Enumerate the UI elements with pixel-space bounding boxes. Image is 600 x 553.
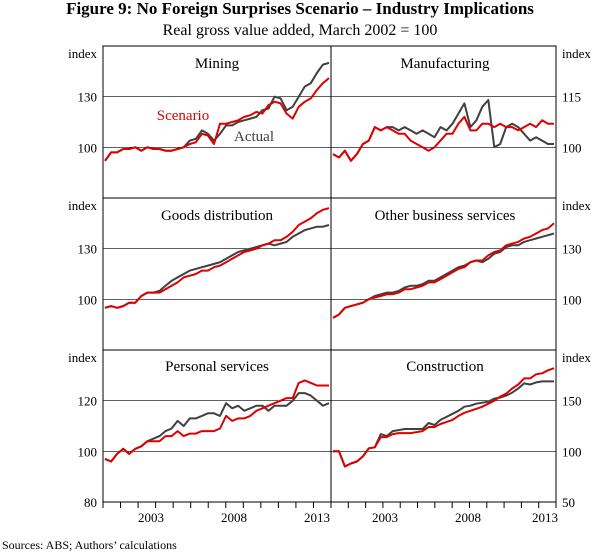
x-tick-label-2013-right: 2013: [532, 510, 558, 525]
series-line-actual: [332, 232, 555, 319]
unit-label: index: [68, 350, 97, 365]
unit-label: index: [68, 46, 97, 61]
series-line-actual: [332, 99, 554, 162]
unit-label: index: [68, 198, 97, 213]
panel-title: Mining: [195, 56, 240, 72]
y-tick-label: 100: [562, 292, 582, 307]
y-tick-label: 120: [78, 394, 98, 409]
x-tick-label-2003: 2003: [138, 510, 164, 525]
panel-other-business-services: 100 130 index Other business services: [331, 198, 591, 319]
series-line-scenario: [104, 207, 330, 309]
panel-manufacturing: 100 115 index Manufacturing: [331, 46, 591, 162]
x-tick-label-2013-left: 2013: [304, 510, 330, 525]
panel-title: Personal services: [165, 359, 269, 375]
y-tick-label: 100: [78, 292, 98, 307]
y-tick-label: 50: [562, 495, 575, 510]
figure-title: Figure 9: No Foreign Surprises Scenario …: [66, 0, 534, 18]
y-tick-label: 130: [78, 90, 98, 105]
panel-mining: 100 130 index Mining Scenario Actual: [68, 46, 331, 162]
y-tick-label: 100: [562, 140, 582, 155]
panel-title: Other business services: [375, 208, 516, 224]
unit-label: index: [562, 198, 591, 213]
y-tick-label: 80: [84, 495, 97, 510]
x-tick-label-2003-right: 2003: [372, 510, 398, 525]
figure-subtitle: Real gross value added, March 2002 = 100: [163, 22, 438, 39]
panel-title: Goods distribution: [161, 208, 274, 224]
panels: 100 130 index Mining Scenario Actual 100 115 ind…: [68, 46, 591, 510]
annotation-actual: Actual: [234, 129, 274, 145]
y-tick-label: 100: [562, 444, 582, 459]
outer-frame: [102, 45, 557, 503]
unit-label: index: [562, 350, 591, 365]
y-tick-label: 100: [78, 444, 98, 459]
series-line-scenario: [333, 367, 555, 468]
x-tick-label-2008-right: 2008: [455, 510, 481, 525]
y-tick-label: 150: [562, 394, 582, 409]
series-line-scenario: [332, 115, 554, 162]
source-note: Sources: ABS; Authors’ calculations: [2, 538, 177, 552]
panel-personal-services: 80 100 120 index Personal services: [68, 350, 331, 510]
y-tick-label: 100: [78, 140, 98, 155]
y-tick-label: 130: [562, 242, 582, 257]
panel-goods-distribution: 100 130 index Goods distribution: [68, 198, 331, 309]
annotation-scenario: Scenario: [157, 108, 209, 124]
y-tick-label: 130: [78, 242, 98, 257]
series-line-scenario: [104, 379, 329, 463]
panel-title: Construction: [406, 359, 484, 375]
x-tick-label-2008-left: 2008: [221, 510, 247, 525]
y-tick-label: 115: [562, 90, 581, 105]
panel-construction: 50 100 150 index Construction: [331, 350, 591, 510]
unit-label: index: [562, 46, 591, 61]
chart-frame: [102, 45, 557, 508]
panel-title: Manufacturing: [400, 56, 490, 72]
series-line-scenario: [332, 222, 555, 319]
series-line-scenario: [104, 77, 330, 162]
